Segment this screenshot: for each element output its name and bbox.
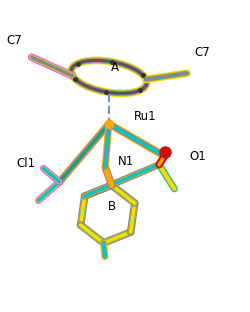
Text: N1: N1 <box>118 155 134 168</box>
Text: Cl1: Cl1 <box>16 157 35 170</box>
Text: C7: C7 <box>6 33 22 46</box>
Text: A: A <box>112 61 120 74</box>
Text: O1: O1 <box>189 150 206 163</box>
Text: Ru1: Ru1 <box>134 110 156 123</box>
Text: B: B <box>108 200 116 213</box>
Text: C7: C7 <box>194 46 210 59</box>
